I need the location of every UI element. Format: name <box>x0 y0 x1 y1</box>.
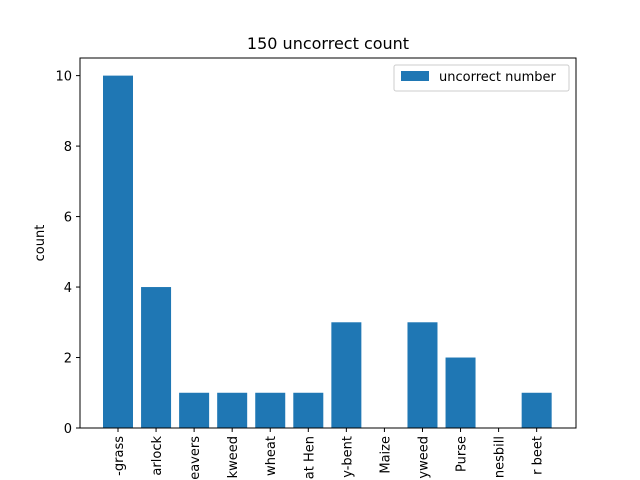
x-tick-label: at Hen <box>302 436 317 479</box>
y-axis-label: count <box>33 225 48 262</box>
y-tick-label: 4 <box>64 281 72 296</box>
x-tick-label: -grass <box>112 436 127 476</box>
y-tick-label: 10 <box>55 70 72 85</box>
bar-2 <box>179 392 210 428</box>
legend-box <box>393 64 570 92</box>
chart-title: 150 uncorrect count <box>247 34 409 53</box>
y-tick-label: 6 <box>64 211 72 226</box>
x-tick-label: y-bent <box>340 436 355 478</box>
y-tick-label: 2 <box>64 352 72 367</box>
plot-area-frame <box>79 57 577 429</box>
x-tick-label: yweed <box>416 436 431 479</box>
x-tick-label: Maize <box>378 436 393 474</box>
bar-3 <box>217 392 248 428</box>
x-tick-label: r beet <box>531 436 546 475</box>
y-tick-label: 0 <box>64 422 72 437</box>
x-tick-label: arlock <box>150 436 165 476</box>
x-tick-label: Purse <box>455 436 470 472</box>
y-axis: 0 2 4 6 8 10 <box>55 70 80 437</box>
bar-9 <box>445 357 476 428</box>
bar-8 <box>407 322 438 428</box>
legend-label: uncorrect number <box>439 70 557 85</box>
x-tick-label: nesbill <box>493 436 508 478</box>
x-axis: -grass arlock eavers kweed wheat at Hen y-bent… <box>112 428 546 480</box>
bar-11 <box>521 392 552 428</box>
bar-6 <box>331 322 362 428</box>
x-tick-label: eavers <box>188 436 203 480</box>
legend-swatch <box>401 71 429 81</box>
x-tick-label: wheat <box>264 436 279 476</box>
legend: uncorrect number <box>393 64 570 92</box>
x-tick-label: kweed <box>226 436 241 478</box>
bar-0 <box>103 75 133 428</box>
bar-1 <box>141 287 172 428</box>
y-tick-label: 8 <box>64 140 72 155</box>
bar-4 <box>255 392 286 428</box>
bar-group <box>103 75 552 428</box>
bar-5 <box>293 392 324 428</box>
